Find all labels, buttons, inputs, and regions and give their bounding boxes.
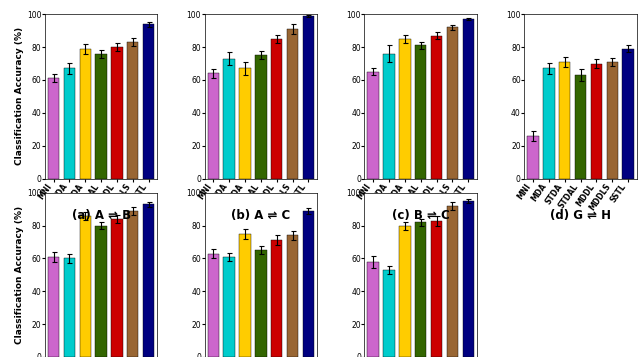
Bar [543, 69, 554, 178]
Bar [622, 49, 634, 178]
Bar [207, 74, 219, 178]
Bar [63, 258, 75, 357]
Bar [143, 24, 154, 178]
Bar [239, 69, 251, 178]
Bar [95, 226, 107, 357]
Text: (a) A ⇌ B: (a) A ⇌ B [72, 209, 131, 222]
Bar [607, 62, 618, 178]
Bar [527, 136, 539, 178]
Text: (b) A ⇌ C: (b) A ⇌ C [231, 209, 291, 222]
Bar [63, 69, 75, 178]
Bar [575, 75, 586, 178]
Bar [111, 47, 123, 178]
Bar [463, 201, 474, 357]
Bar [415, 222, 426, 357]
Bar [287, 29, 298, 178]
Bar [223, 59, 235, 178]
Text: (c) B ⇌ C: (c) B ⇌ C [392, 209, 449, 222]
Bar [127, 211, 138, 357]
Bar [367, 262, 379, 357]
Bar [367, 72, 379, 178]
Bar [271, 240, 282, 357]
Bar [271, 39, 282, 178]
Bar [48, 78, 60, 178]
Bar [383, 270, 395, 357]
Bar [415, 45, 426, 178]
Bar [399, 39, 411, 178]
Bar [207, 253, 219, 357]
Bar [431, 36, 442, 178]
Bar [303, 211, 314, 357]
Bar [559, 62, 570, 178]
Bar [447, 27, 458, 178]
Bar [239, 234, 251, 357]
Bar [591, 64, 602, 178]
Bar [431, 221, 442, 357]
Bar [95, 54, 107, 178]
Bar [48, 257, 60, 357]
Bar [287, 236, 298, 357]
Bar [127, 42, 138, 178]
Text: (d) G ⇌ H: (d) G ⇌ H [550, 209, 611, 222]
Y-axis label: Classification Accuracy (%): Classification Accuracy (%) [15, 27, 24, 165]
Bar [79, 216, 91, 357]
Bar [463, 19, 474, 178]
Bar [399, 226, 411, 357]
Bar [111, 219, 123, 357]
Bar [303, 16, 314, 178]
Bar [447, 206, 458, 357]
Bar [143, 204, 154, 357]
Bar [255, 55, 267, 178]
Bar [255, 250, 267, 357]
Y-axis label: Classification Accuracy (%): Classification Accuracy (%) [15, 206, 24, 344]
Bar [223, 257, 235, 357]
Bar [383, 54, 395, 178]
Bar [79, 49, 91, 178]
